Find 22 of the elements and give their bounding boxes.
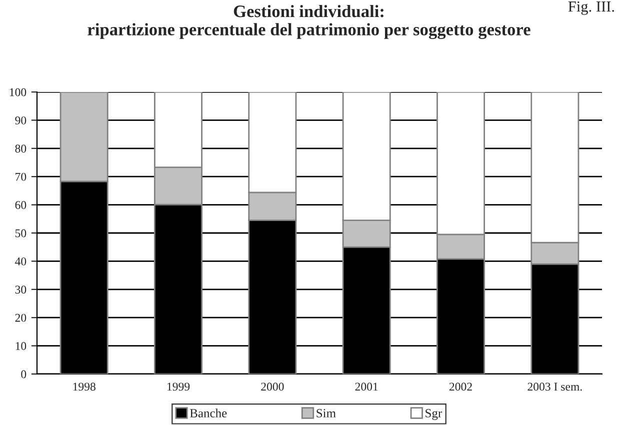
x-tick-label: 2002 (449, 382, 472, 391)
y-tick-label: 60 (15, 201, 26, 210)
x-tick-label: 2000 (261, 382, 284, 391)
chart-title: Gestioni individuali: ripartizione percentuale del patrimonio per soggetto gestore (88, 5, 530, 40)
y-tick-label: 0 (21, 370, 26, 378)
legend-label: Sim (316, 409, 336, 418)
y-tick-label: 90 (15, 116, 26, 124)
y-tick-label: 40 (15, 257, 26, 266)
y-tick-label: 80 (15, 144, 26, 153)
legend-label: Sgr (426, 409, 442, 420)
y-tick-label: 100 (10, 88, 26, 96)
y-tick-label: 20 (15, 314, 26, 322)
y-tick-label: 70 (16, 172, 26, 181)
x-tick-label: 1998 (73, 382, 96, 391)
y-tick-label: 50 (15, 229, 26, 238)
x-tick-label: 2001 (355, 382, 378, 391)
x-tick-label: 1999 (167, 382, 190, 391)
text: Fig. III. (568, 1, 614, 15)
x-tick-label: 2003 I sem. (528, 382, 582, 391)
y-tick-label: 10 (16, 342, 26, 350)
y-tick-label: 30 (15, 286, 26, 294)
legend-label: Banche (190, 408, 227, 418)
